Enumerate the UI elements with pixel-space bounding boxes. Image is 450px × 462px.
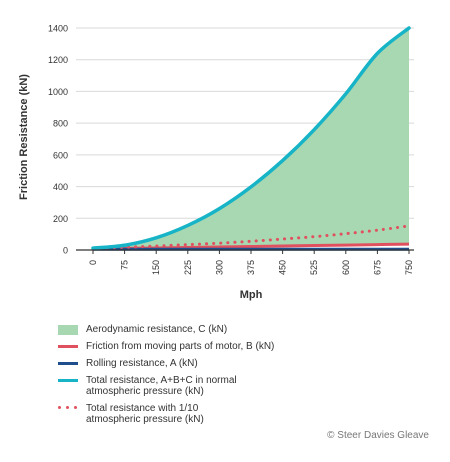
copyright-notice: © Steer Davies Gleave xyxy=(327,430,429,441)
x-tick-label: 225 xyxy=(183,260,193,275)
x-tick-label: 600 xyxy=(341,260,351,275)
legend-swatch-line xyxy=(58,345,78,348)
legend-item-aero: Aerodynamic resistance, C (kN) xyxy=(58,324,358,335)
y-tick-label: 800 xyxy=(53,119,68,129)
legend-label: Total resistance, A+B+C in normal atmosp… xyxy=(86,375,237,397)
y-tick-label: 1200 xyxy=(48,55,68,65)
x-tick-label: 750 xyxy=(404,260,414,275)
x-tick-label: 300 xyxy=(214,260,224,275)
y-tick-label: 600 xyxy=(53,150,68,160)
y-tick-label: 0 xyxy=(63,246,68,256)
legend-item-motor: Friction from moving parts of motor, B (… xyxy=(58,341,358,352)
x-tick-label: 0 xyxy=(88,260,98,265)
y-tick-label: 1400 xyxy=(48,24,68,34)
x-tick-label: 375 xyxy=(246,260,256,275)
y-tick-label: 200 xyxy=(53,214,68,224)
legend-swatch-line xyxy=(58,362,78,365)
y-tick-label: 400 xyxy=(53,182,68,192)
x-tick-label: 75 xyxy=(120,260,130,270)
legend-item-total: Total resistance, A+B+C in normal atmosp… xyxy=(58,375,358,397)
aerodynamic-resistance-area xyxy=(93,28,409,249)
y-tick-label: 1000 xyxy=(48,87,68,97)
x-tick-label: 525 xyxy=(309,260,319,275)
legend-item-rolling: Rolling resistance, A (kN) xyxy=(58,358,358,369)
x-tick-label: 150 xyxy=(151,260,161,275)
chart-legend: Aerodynamic resistance, C (kN) Friction f… xyxy=(58,324,358,431)
x-tick-label: 675 xyxy=(372,260,382,275)
y-axis-title: Friction Resistance (kN) xyxy=(18,74,30,200)
x-tick-label: 450 xyxy=(278,260,288,275)
x-axis-title: Mph xyxy=(240,289,263,301)
legend-label: Rolling resistance, A (kN) xyxy=(86,358,198,369)
legend-label: Total resistance with 1/10 atmospheric p… xyxy=(86,403,204,425)
legend-swatch-line xyxy=(58,379,78,382)
total-resistance-line xyxy=(91,26,411,250)
legend-label: Aerodynamic resistance, C (kN) xyxy=(86,324,228,335)
total-resistance-low-pressure-line xyxy=(91,224,411,250)
legend-swatch-area xyxy=(58,325,78,335)
chart: 0 200 400 600 800 1000 1200 1400 0 75 150 225 300 375… xyxy=(18,24,414,301)
legend-item-total_low: Total resistance with 1/10 atmospheric p… xyxy=(58,403,358,425)
legend-label: Friction from moving parts of motor, B (… xyxy=(86,341,275,352)
legend-swatch-dotted xyxy=(58,405,78,413)
